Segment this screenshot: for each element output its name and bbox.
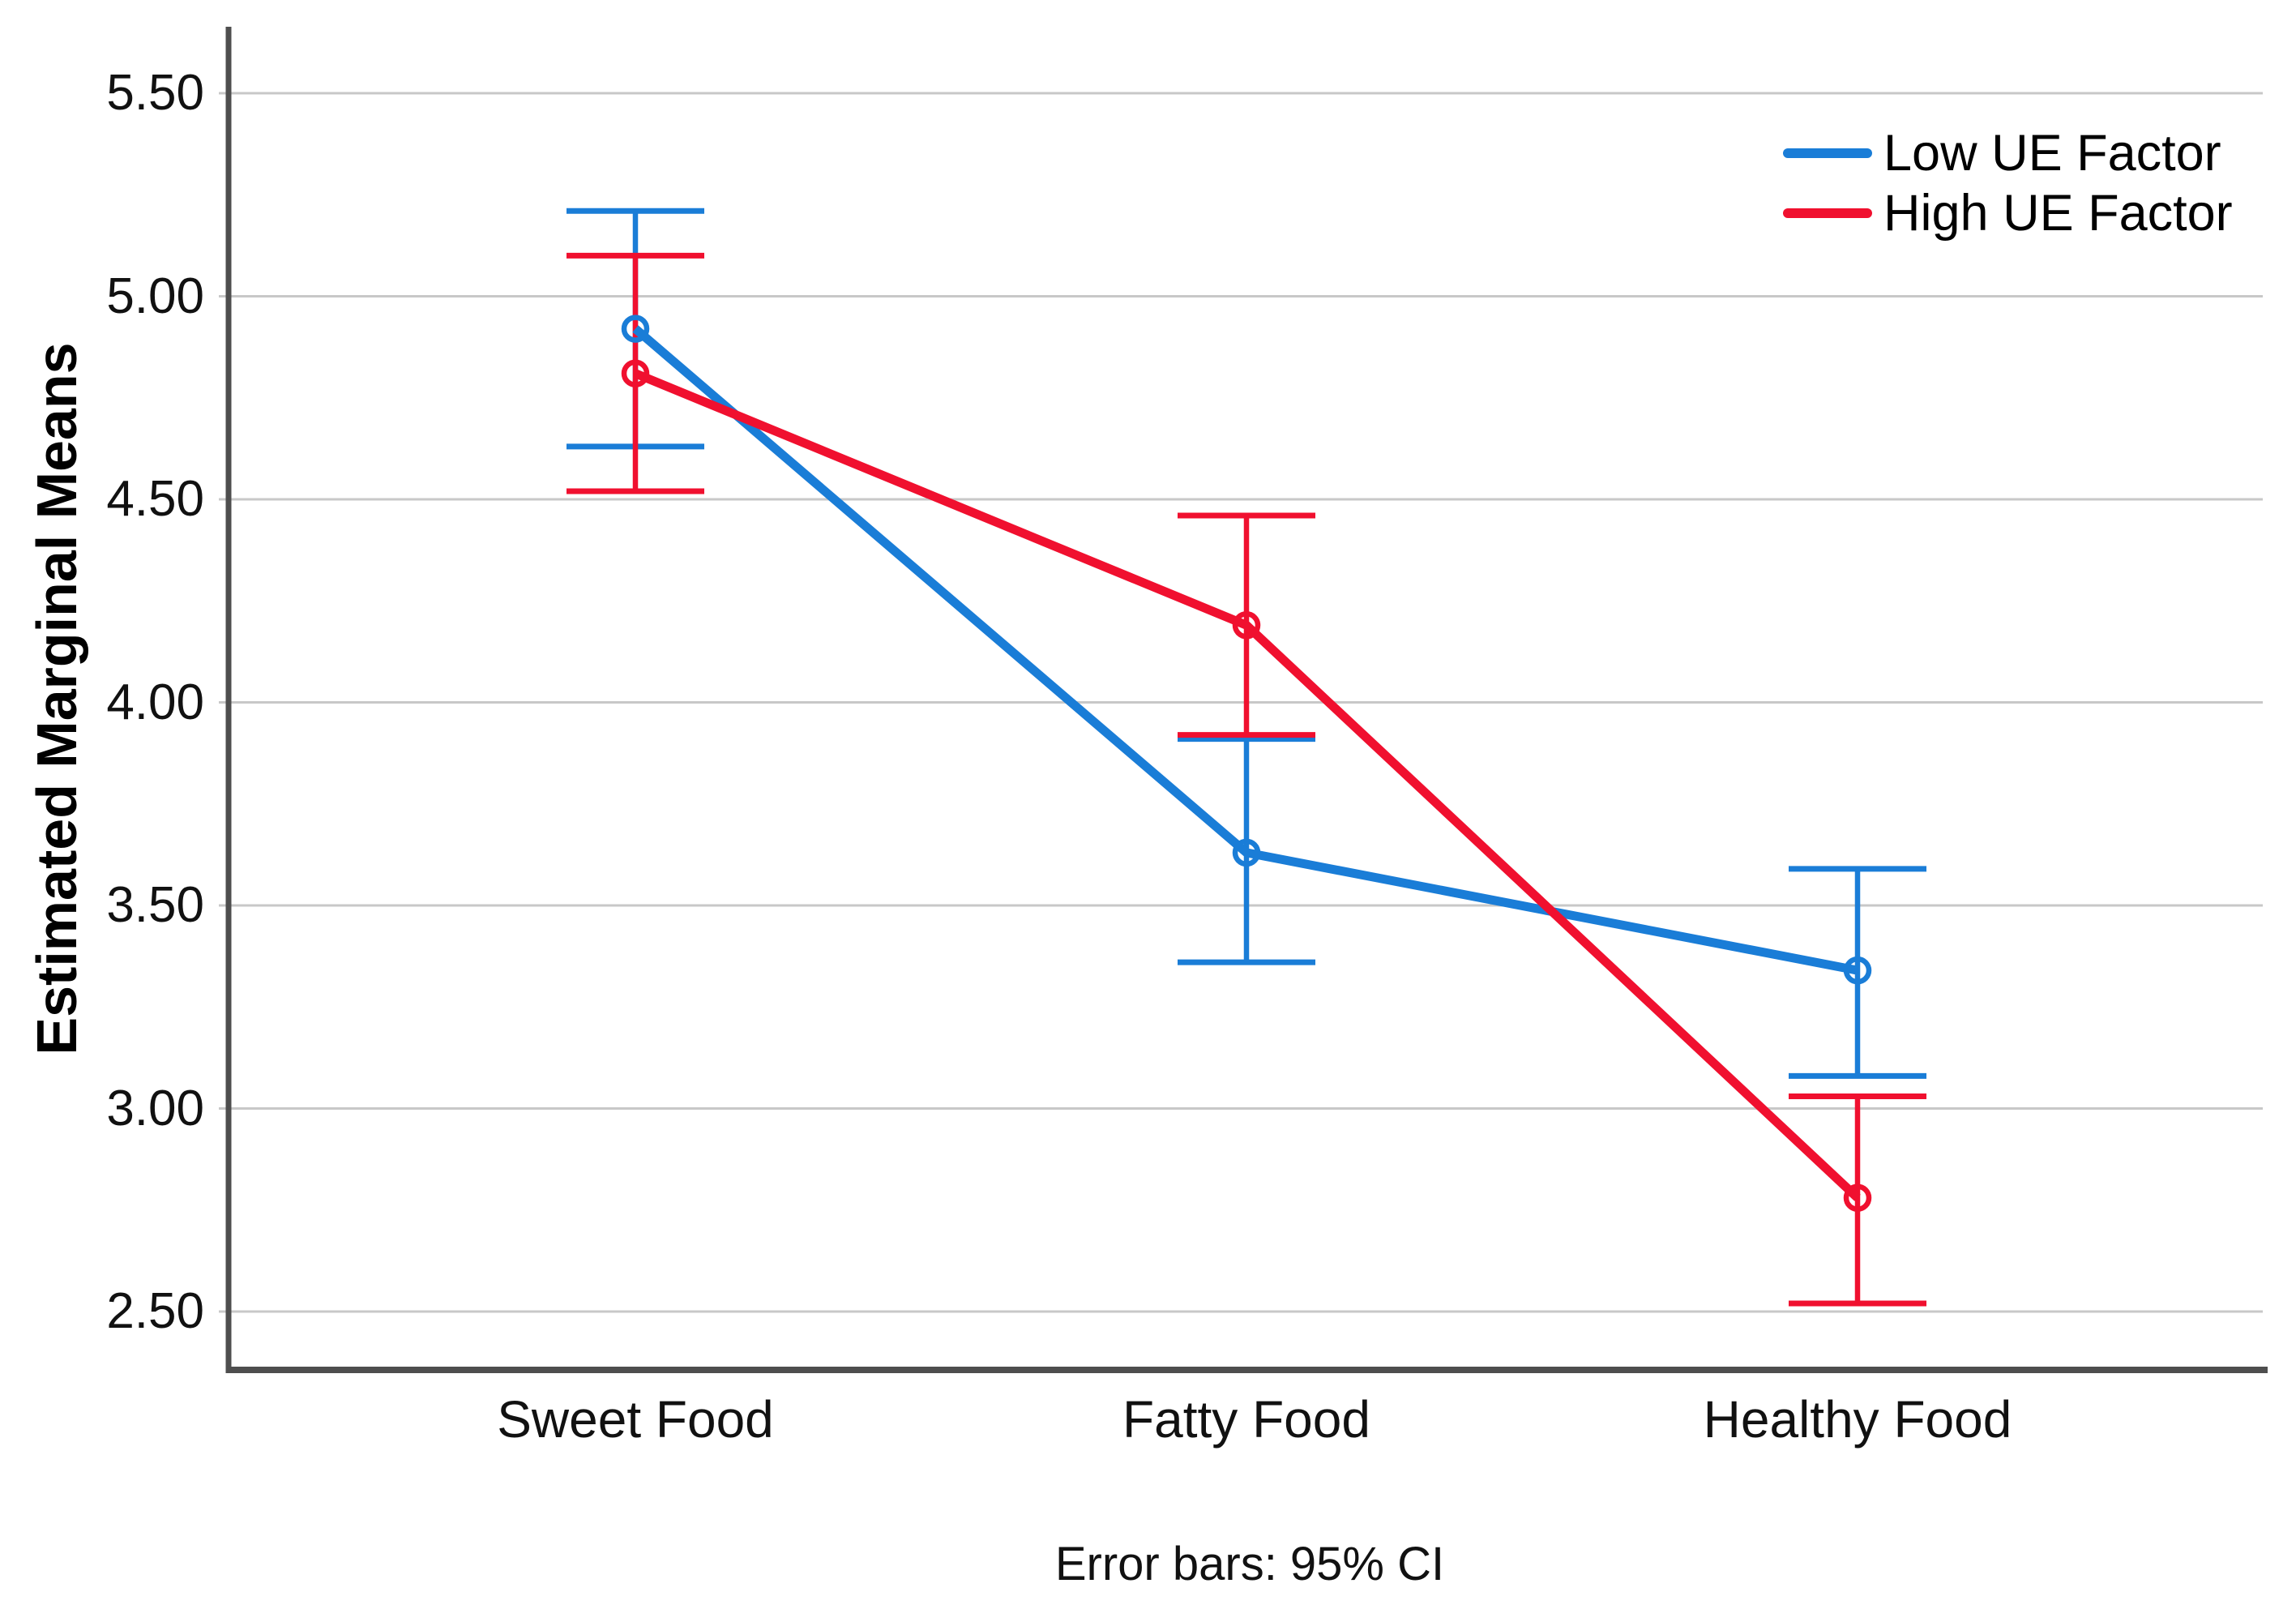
legend-swatch-low-ue-icon bbox=[1783, 148, 1872, 158]
y-tick-label: 4.00 bbox=[106, 674, 204, 730]
x-category-label: Healthy Food bbox=[1703, 1390, 2012, 1449]
gridlines bbox=[219, 92, 2263, 1313]
y-tick-label: 5.50 bbox=[106, 65, 204, 121]
markers-high-ue bbox=[621, 359, 1872, 1212]
markers-low-ue bbox=[621, 315, 1872, 985]
legend-swatch-high-ue-icon bbox=[1783, 208, 1872, 218]
error-bars-caption: Error bars: 95% CI bbox=[1054, 1538, 1445, 1590]
mean-marker bbox=[1843, 956, 1872, 985]
mean-marker bbox=[1232, 838, 1261, 867]
y-tick-label: 3.00 bbox=[106, 1080, 204, 1136]
mean-marker bbox=[621, 315, 650, 343]
series-line-low-ue bbox=[632, 325, 1859, 975]
y-tick-label: 3.50 bbox=[106, 877, 204, 933]
y-tick-label: 2.50 bbox=[106, 1283, 204, 1339]
legend-label-high-ue: High UE Factor bbox=[1883, 185, 2233, 242]
mean-marker bbox=[1232, 611, 1261, 640]
legend-item-high-ue: High UE Factor bbox=[1783, 183, 2233, 243]
x-category-label: Fatty Food bbox=[1122, 1390, 1370, 1449]
y-tick-label: 5.00 bbox=[106, 267, 204, 324]
legend-item-low-ue: Low UE Factor bbox=[1783, 123, 2233, 183]
mean-marker bbox=[621, 359, 650, 387]
legend-label-low-ue: Low UE Factor bbox=[1883, 125, 2221, 182]
x-category-label: Sweet Food bbox=[497, 1390, 774, 1449]
series-line-high-ue bbox=[633, 369, 1861, 1201]
legend: Low UE Factor High UE Factor bbox=[1783, 123, 2233, 243]
mean-marker bbox=[1843, 1183, 1872, 1212]
y-tick-label: 4.50 bbox=[106, 471, 204, 527]
